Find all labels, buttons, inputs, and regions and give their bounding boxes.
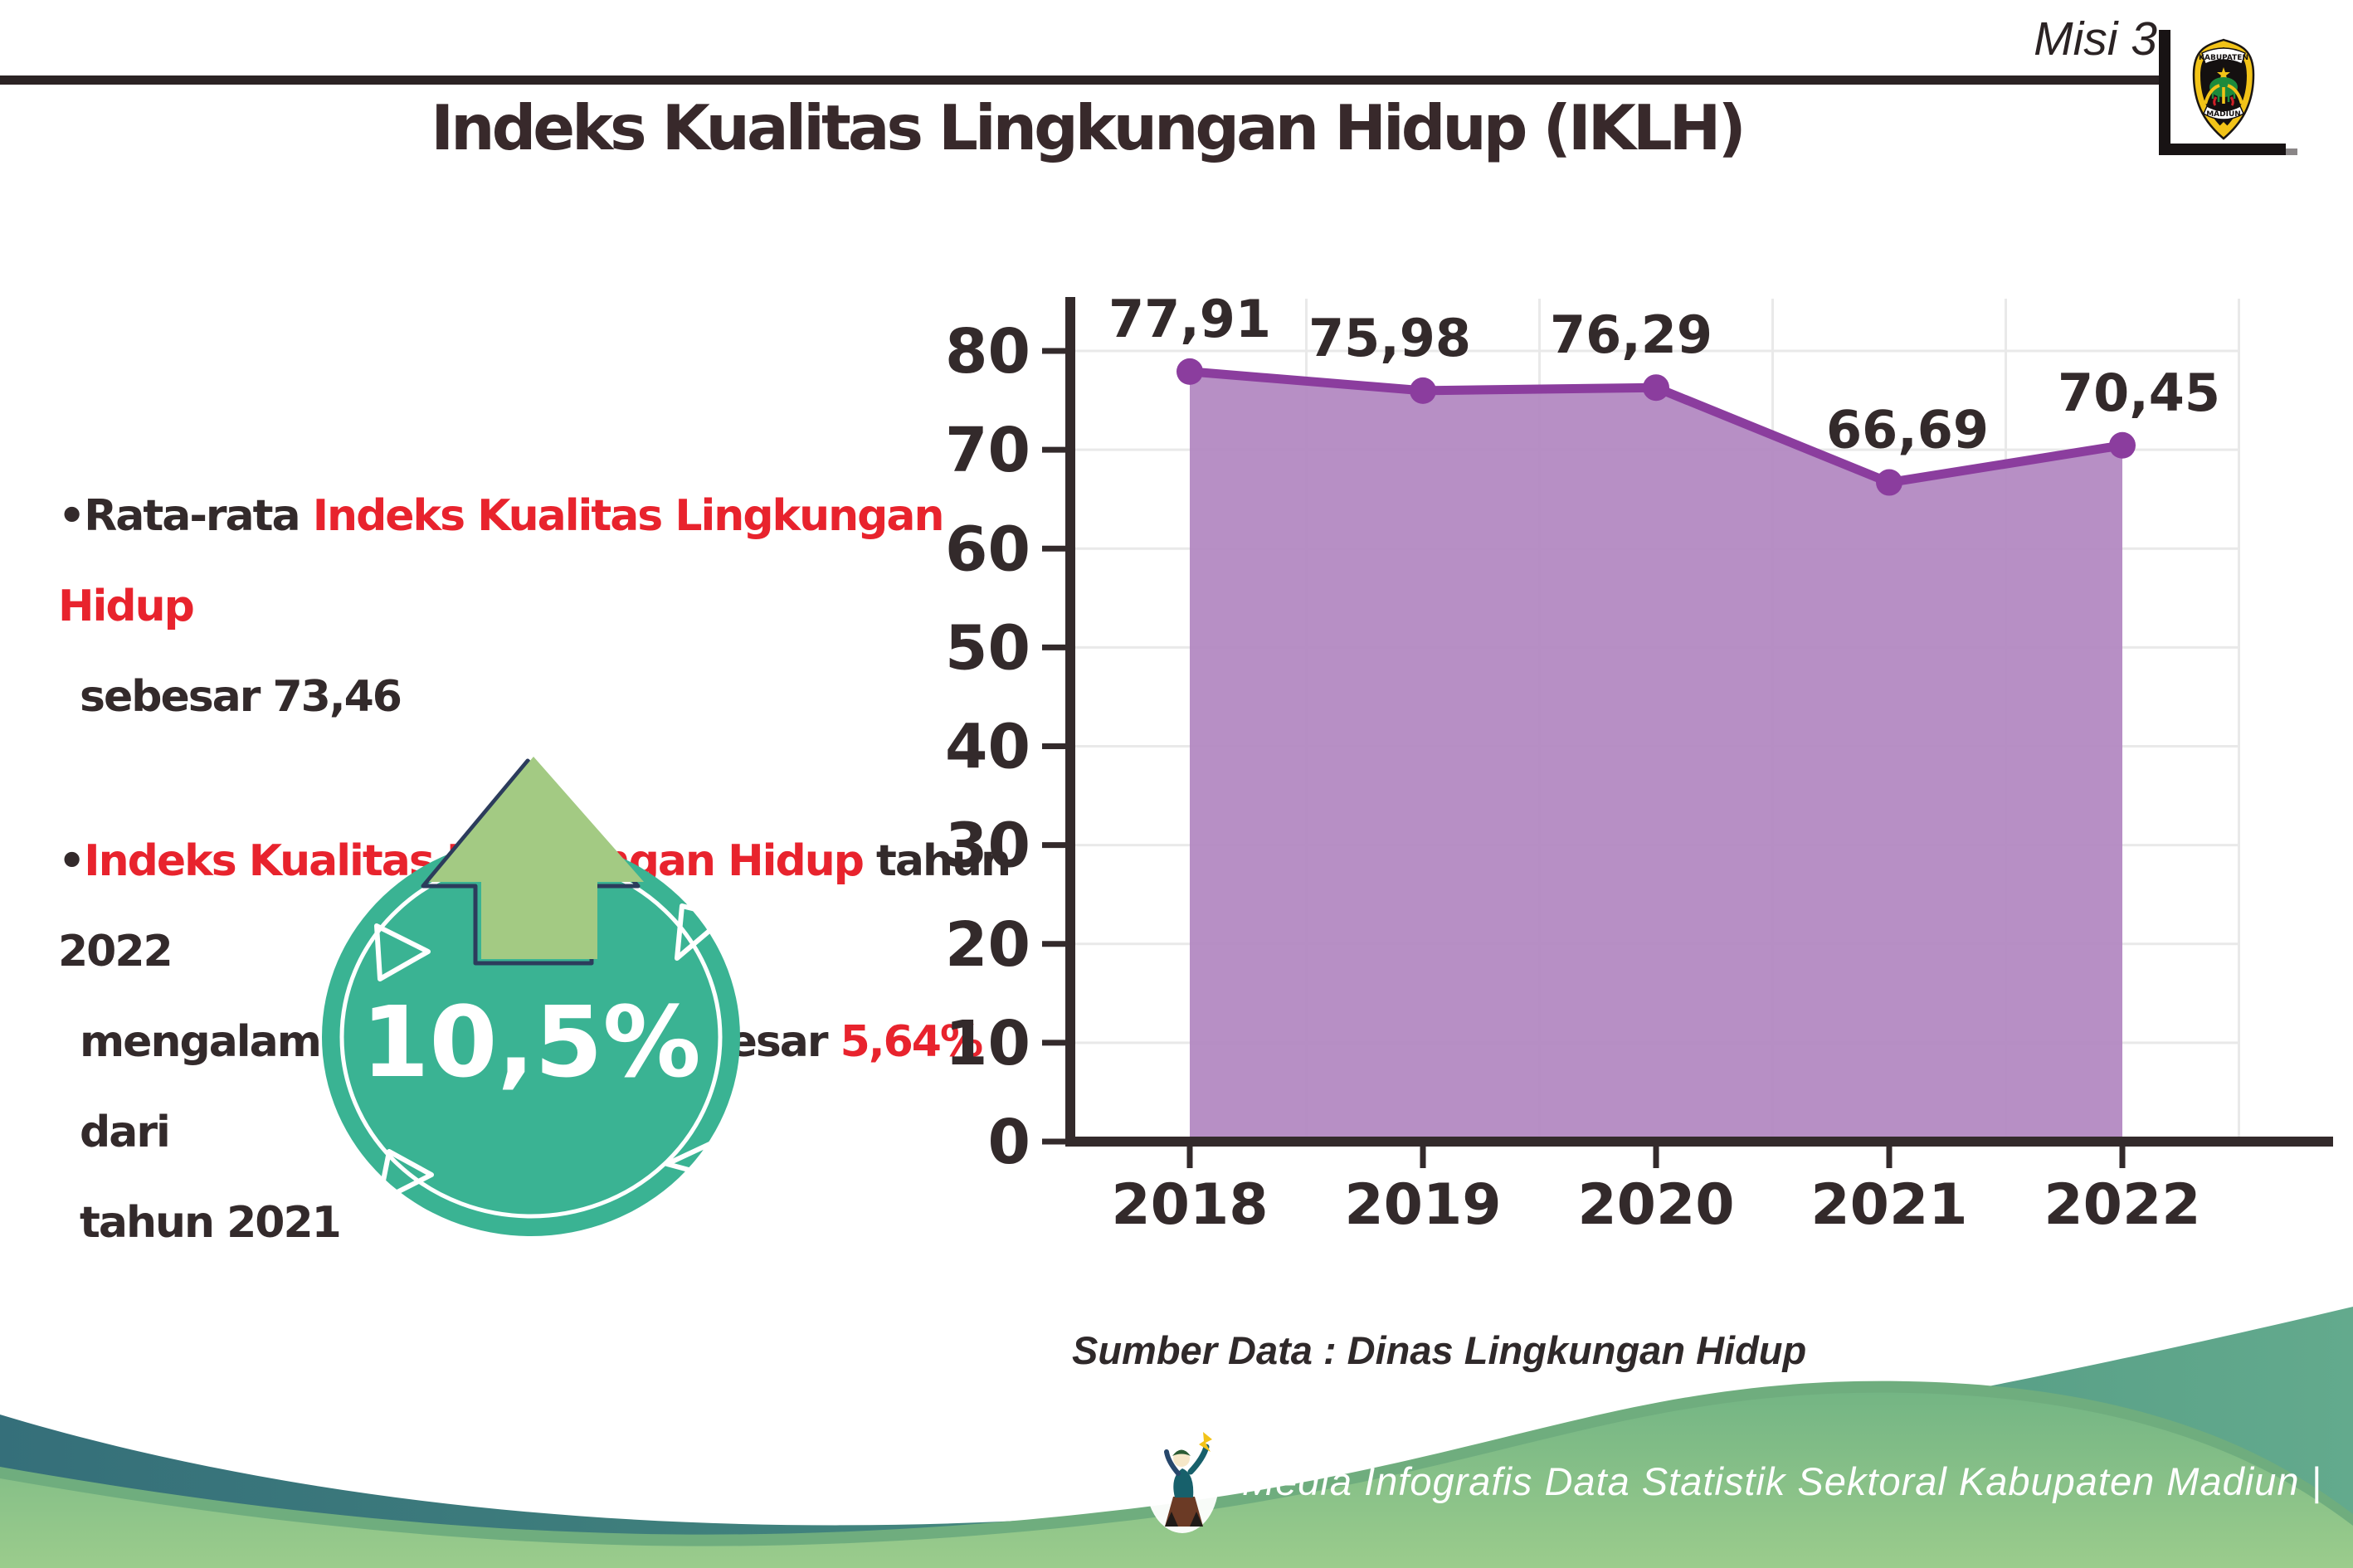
- crest-bottom-text: MADIUN: [2206, 110, 2241, 119]
- bullet2-seg-dark: mengalami: [80, 1016, 347, 1067]
- crest-tree-vines: [2211, 90, 2236, 102]
- bullet1-text-red: Indeks Kualitas Lingkungan Hidup: [58, 491, 944, 632]
- sparkle-triangle-icon: [665, 1137, 722, 1181]
- data-point: [1876, 469, 1902, 496]
- badge-value: 10,5%: [361, 985, 700, 1099]
- crest-dagger: [2222, 87, 2225, 104]
- crest-ribbon-bottom: [2203, 105, 2244, 120]
- x-tick-label: 2022: [2044, 1172, 2200, 1238]
- area-fill: [1190, 371, 2122, 1142]
- data-point: [1176, 358, 1203, 385]
- mascot-foot: [1165, 1512, 1178, 1527]
- crest-red-accents: [2213, 96, 2234, 106]
- y-tick-label: 80: [945, 316, 1030, 387]
- kabupaten-madiun-logo: KABUPATEN MADIUN: [2192, 38, 2255, 140]
- iklh-area-chart: 0 10 20 30 40 50 60 70 80 2018 2019 2020 2021 2022 77,…: [945, 289, 2333, 1238]
- bullet2-seg-dark: dari: [80, 1108, 171, 1158]
- crest-star-icon: [2217, 67, 2230, 80]
- y-tick-label: 30: [945, 811, 1030, 882]
- x-tick-label: 2019: [1344, 1172, 1501, 1238]
- data-point: [1410, 377, 1436, 404]
- logo-frame-shadow: [2286, 149, 2297, 155]
- header-rule: [0, 75, 2164, 85]
- bullet1-text-dark: Rata-rata: [84, 491, 313, 541]
- value-label: 66,69: [1826, 400, 1989, 460]
- logo-frame-horizontal: [2159, 144, 2286, 155]
- footer-green-wave: [0, 1392, 2353, 1568]
- value-label: 70,45: [2058, 363, 2220, 423]
- bullet-icon: •: [58, 491, 85, 541]
- y-tick-label: 70: [945, 415, 1030, 486]
- x-tick-label: 2021: [1810, 1172, 1967, 1238]
- value-label: 76,29: [1550, 304, 1712, 365]
- mascot-icon: [1146, 1430, 1219, 1533]
- x-tick-label: 2018: [1111, 1172, 1268, 1238]
- page-title: Indeks Kualitas Lingkungan Hidup (IKLH): [431, 91, 1746, 164]
- up-arrow-icon: [429, 757, 644, 959]
- data-point: [1643, 374, 1669, 402]
- increase-badge: 10,5%: [322, 757, 740, 1236]
- y-tick-label: 20: [945, 909, 1030, 981]
- crest-top-text: KABUPATEN: [2199, 54, 2248, 62]
- value-label: 77,91: [1108, 289, 1271, 349]
- crest-wing-left: [2204, 84, 2220, 105]
- arrow-outline: [421, 758, 641, 966]
- mascot-arm-left: [1164, 1449, 1181, 1476]
- mascot-arm-right: [1187, 1444, 1210, 1475]
- logo-frame-vertical: [2159, 30, 2170, 155]
- crest-ribbon-top: [2201, 47, 2246, 66]
- crest-bottom-emblem: [2219, 122, 2229, 132]
- y-tick-label: 0: [988, 1107, 1031, 1178]
- mascot-flag: [1199, 1432, 1212, 1452]
- y-tick-label: 50: [945, 612, 1030, 684]
- misi-label: Misi 3: [2034, 12, 2157, 66]
- footer-wave: [0, 1307, 2353, 1568]
- sparkle-triangle-icon: [374, 923, 431, 981]
- y-tick-label: 10: [945, 1008, 1030, 1079]
- source-note: Sumber Data : Dinas Lingkungan Hidup: [1072, 1328, 1807, 1372]
- sparkle-triangle-icon: [675, 903, 728, 961]
- bullet1-line2: sebesar 73,46: [80, 672, 402, 723]
- mascot-foot: [1190, 1512, 1203, 1527]
- mascot-hair: [1172, 1449, 1191, 1456]
- sparkle-triangle-icon: [377, 1149, 434, 1204]
- x-tick-label: 2020: [1577, 1172, 1734, 1238]
- crest-wing-right: [2227, 84, 2243, 105]
- y-tick-label: 40: [945, 712, 1030, 783]
- bullet-icon: •: [58, 835, 85, 886]
- bullet-average-iklh: •Rata-rata Indeks Kualitas Lingkungan Hi…: [58, 471, 1037, 743]
- bullet2-line3: tahun 2021: [80, 1198, 342, 1249]
- badge-circle: [322, 838, 740, 1236]
- value-label: 75,98: [1308, 308, 1471, 368]
- footer-caption: Media Infografis Data Statistik Sektoral…: [1242, 1459, 2322, 1503]
- bullet2-line1-dark: tahun 2022: [58, 835, 1011, 976]
- data-point: [2109, 431, 2136, 459]
- y-tick-label: 60: [945, 514, 1030, 585]
- bullet2-seg-red: 5,64%: [840, 1016, 983, 1067]
